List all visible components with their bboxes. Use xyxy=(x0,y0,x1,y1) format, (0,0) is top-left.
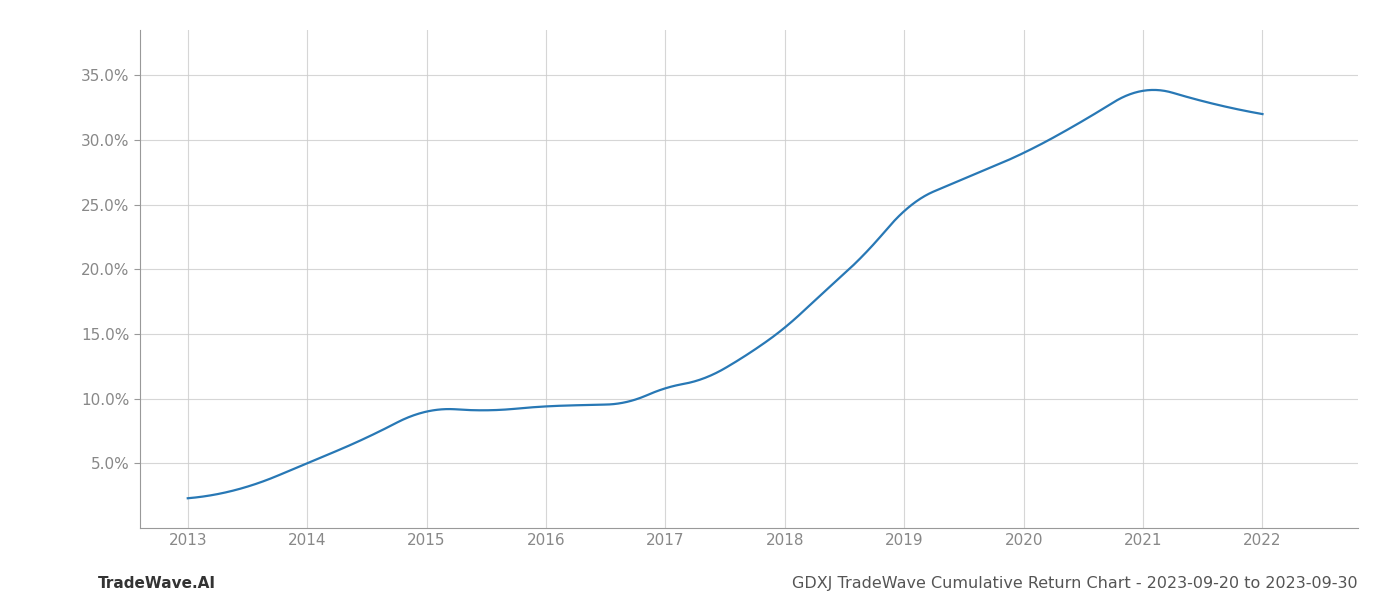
Text: GDXJ TradeWave Cumulative Return Chart - 2023-09-20 to 2023-09-30: GDXJ TradeWave Cumulative Return Chart -… xyxy=(792,576,1358,591)
Text: TradeWave.AI: TradeWave.AI xyxy=(98,576,216,591)
